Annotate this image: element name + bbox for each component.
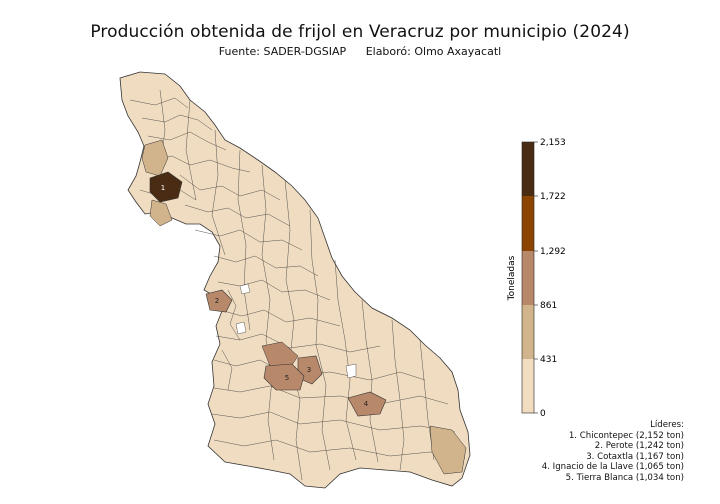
colorbar-label: Toneladas <box>507 255 517 301</box>
rank-label-3: 3 <box>307 366 311 374</box>
municipality-perote <box>205 289 233 313</box>
leader-item-2: 2. Perote (1,242 ton) <box>594 441 684 452</box>
colorbar-frame <box>521 141 535 414</box>
municipality-south-of-chicontepec <box>149 199 173 227</box>
source-credit: Fuente: SADER-DGSIAP <box>218 45 347 58</box>
leader-item-5: 5. Tierra Blanca (1,034 ton) <box>565 472 684 483</box>
colorbar-segment-4 <box>522 142 534 196</box>
rank-label-2: 2 <box>215 297 219 305</box>
colorbar-tick-0: 0 <box>540 409 546 419</box>
map-subtitle: Fuente: SADER-DGSIAP Elaboró: Olmo Axaya… <box>0 45 720 58</box>
rank-label-4: 4 <box>364 400 369 408</box>
author-credit: Elaboró: Olmo Axayacatl <box>365 45 502 58</box>
municipality-no-data <box>235 321 247 335</box>
municipality-ignacio-de-la-llave <box>347 391 387 417</box>
leader-item-3: 3. Cotaxtla (1,167 ton) <box>586 451 684 462</box>
colorbar-tick-1292: 1,292 <box>540 247 566 257</box>
rank-label-5: 5 <box>285 374 289 382</box>
rank-label-1: 1 <box>161 184 165 192</box>
colorbar-tick-861: 861 <box>540 301 557 311</box>
municipality-no-data <box>345 363 357 379</box>
colorbar: 2,153 1,722 1,292 861 431 0 Toneladas <box>507 138 566 419</box>
leader-item-1: 1. Chicontepec (2,152 ton) <box>568 430 684 441</box>
municipality-tierra-blanca <box>263 363 305 391</box>
veracruz-state-outline <box>119 71 471 489</box>
leaders-legend: Líderes: 1. Chicontepec (2,152 ton) 2. P… <box>542 420 684 484</box>
leader-item-4: 4. Ignacio de la Llave (1,065 ton) <box>541 462 684 473</box>
colorbar-segment-3 <box>522 196 534 251</box>
colorbar-tick-431: 431 <box>540 355 557 365</box>
municipality-no-data <box>239 283 251 295</box>
colorbar-segment-1 <box>522 305 534 359</box>
municipality-south-shaded <box>429 425 467 475</box>
colorbar-segment-0 <box>522 359 534 413</box>
municipality-chicontepec <box>149 171 183 203</box>
colorbar-tick-2153: 2,153 <box>540 138 566 148</box>
colorbar-segment-2 <box>522 251 534 305</box>
map-title: Producción obtenida de frijol en Veracru… <box>90 22 630 42</box>
municipality-central-shaded <box>261 341 299 369</box>
leaders-title: Líderes: <box>650 420 684 430</box>
colorbar-tick-1722: 1,722 <box>540 192 566 202</box>
